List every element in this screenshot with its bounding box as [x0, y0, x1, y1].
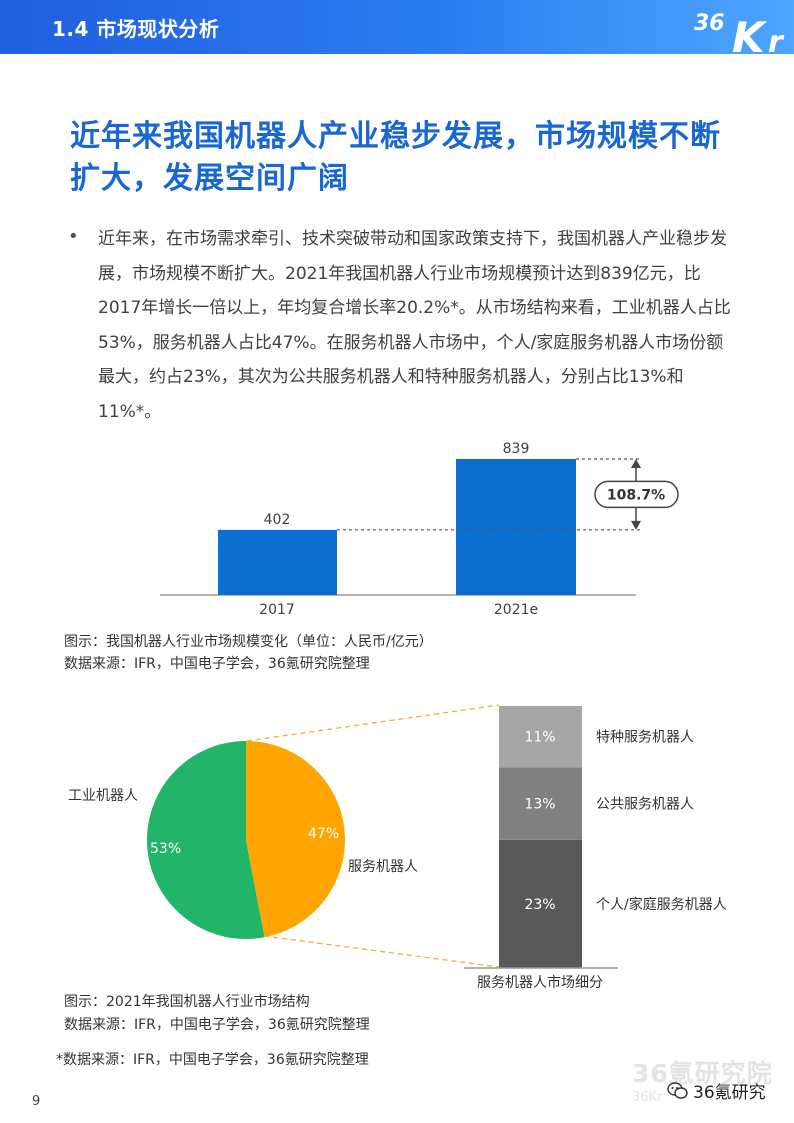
page-number: 9	[32, 1094, 41, 1109]
pie-slice-service	[246, 741, 346, 938]
growth-rate-label: 108.7%	[607, 487, 665, 503]
svg-text:r: r	[768, 25, 785, 54]
breakdown-axis-label: 服务机器人市场细分	[477, 974, 603, 991]
pie-slice-industrial	[147, 741, 265, 939]
breakdown-segment-home	[499, 839, 582, 968]
breakdown-label-special: 特种服务机器人	[596, 730, 694, 746]
connector-line-top	[246, 704, 500, 742]
bar-2021e	[456, 459, 576, 595]
x-tick-label-2017: 2017	[259, 602, 295, 618]
bullet-paragraph: 近年来，在市场需求牵引、技术突破带动和国家政策支持下，我国机器人产业稳步发展，市…	[98, 229, 731, 422]
bar-value-label-2017: 402	[264, 512, 291, 528]
svg-text:K: K	[732, 13, 768, 54]
chart2-caption-source: 数据来源：IFR，中国电子学会，36氪研究院整理	[64, 1017, 370, 1033]
36kr-logo: 36 K r	[694, 11, 785, 54]
pie-label-service: 服务机器人	[348, 859, 418, 875]
breakdown-value-special: 11%	[524, 730, 555, 746]
svg-text:36: 36	[694, 11, 725, 36]
header-bar	[0, 0, 794, 54]
breakdown-segment-special	[499, 706, 582, 768]
watermark-subtext: 36Kr	[632, 1090, 663, 1105]
bar-2017	[218, 529, 337, 595]
section-title: 1.4 市场现状分析	[52, 17, 220, 41]
bullet-marker: •	[68, 226, 79, 247]
chart1-caption-source: 数据来源：IFR，中国电子学会，36氪研究院整理	[64, 656, 370, 672]
wechat-label: 36氪研究	[693, 1083, 766, 1103]
breakdown-segment-public	[499, 767, 582, 840]
footnote: *数据来源：IFR，中国电子学会，36氪研究院整理	[56, 1052, 369, 1068]
market-size-bar-chart: 402 839 2017 2021e 108.7%	[160, 441, 679, 618]
market-structure-chart: 工业机器人 服务机器人 53% 47% 23% 13% 11% 个人/家庭服务机…	[68, 704, 727, 991]
growth-rate-badge	[594, 480, 679, 509]
connector-line-bottom	[263, 935, 500, 968]
wechat-icon	[667, 1081, 688, 1099]
growth-arrow-head-up	[631, 459, 641, 468]
breakdown-value-public: 13%	[524, 797, 555, 813]
bar-value-label-2021e: 839	[503, 441, 530, 457]
watermark-text: 36氪研究院	[632, 1059, 773, 1088]
pie-value-industrial: 53%	[150, 841, 181, 857]
growth-arrow-head-down	[631, 520, 641, 530]
pie-label-industrial: 工业机器人	[68, 788, 138, 804]
pie-value-service: 47%	[308, 826, 339, 842]
breakdown-label-home: 个人/家庭服务机器人	[596, 896, 727, 913]
breakdown-value-home: 23%	[524, 897, 555, 913]
chart1-caption-title: 图示：我国机器人行业市场规模变化（单位：人民币/亿元）	[64, 634, 433, 650]
breakdown-label-public: 公共服务机器人	[596, 797, 694, 813]
chart2-caption-title: 图示：2021年我国机器人行业市场结构	[64, 994, 310, 1010]
x-tick-label-2021e: 2021e	[494, 602, 538, 618]
wechat-account: 36氪研究	[667, 1078, 766, 1103]
page-headline: 近年来我国机器人产业稳步发展，市场规模不断扩大，发展空间广阔	[70, 119, 721, 196]
